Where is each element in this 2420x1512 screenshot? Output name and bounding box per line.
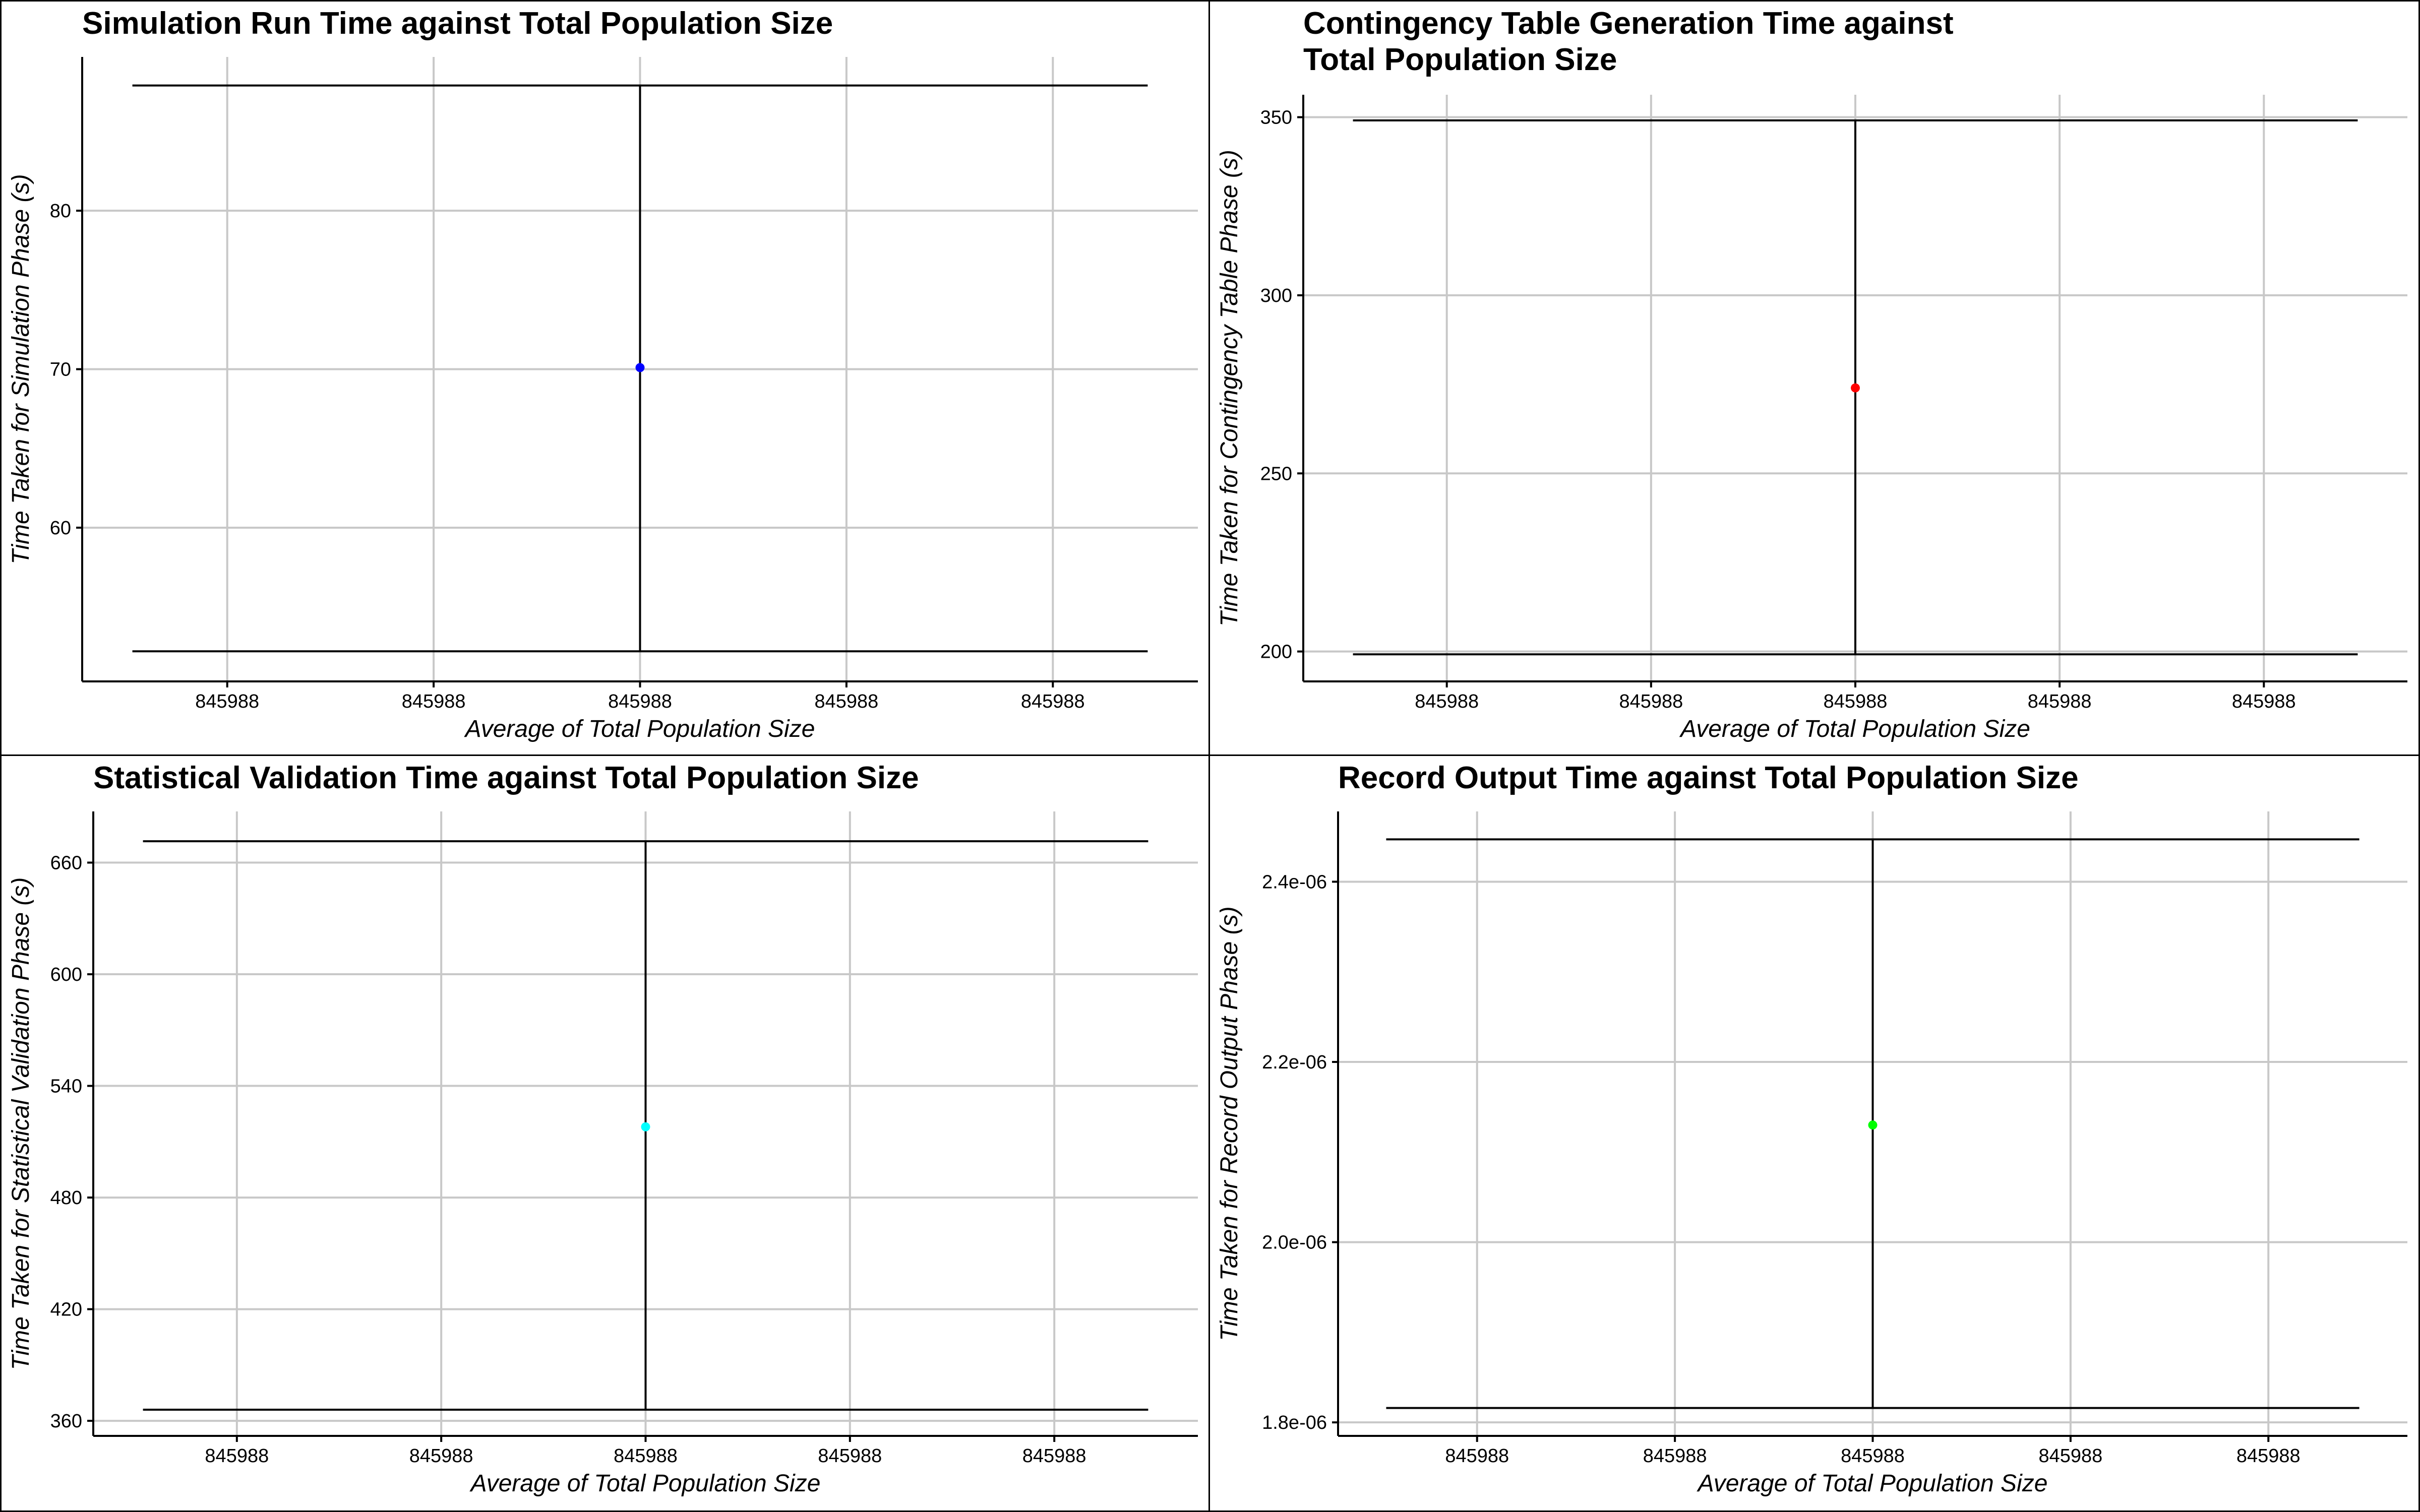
x-tick-label: 845988 — [608, 691, 672, 712]
x-tick-label: 845988 — [402, 691, 466, 712]
x-axis-title: Average of Total Population Size — [464, 716, 815, 742]
panel-statistical-validation: Statistical Validation Time against Tota… — [0, 754, 1210, 1512]
y-tick-label: 200 — [1260, 642, 1292, 663]
panel-record-output: Record Output Time against Total Populat… — [1208, 754, 2420, 1512]
panel-title: Statistical Validation Time against Tota… — [93, 761, 919, 795]
y-tick-label: 660 — [50, 853, 82, 874]
y-axis-title: Time Taken for Simulation Phase (s) — [8, 174, 34, 564]
y-tick-label: 70 — [50, 359, 71, 381]
x-tick-label: 845988 — [1643, 1445, 1707, 1467]
y-axis-title: Time Taken for Contingency Table Phase (… — [1216, 150, 1243, 626]
x-tick-label: 845988 — [2236, 1445, 2301, 1467]
data-point — [641, 1122, 650, 1131]
chart-svg: 200 250 300 350 845988 845988 845988 845988 8459… — [1216, 95, 2407, 742]
panel-title: Contingency Table Generation Time agains… — [1303, 6, 1954, 77]
x-tick-label: 845988 — [195, 691, 259, 712]
panel-contingency: Contingency Table Generation Time agains… — [1208, 0, 2420, 756]
x-tick-label: 845988 — [2028, 691, 2092, 712]
x-tick-label: 845988 — [409, 1445, 473, 1467]
y-tick-label: 300 — [1260, 285, 1292, 306]
x-axis-title: Average of Total Population Size — [469, 1470, 821, 1497]
chart-svg: 1.8e-06 2.0e-06 2.2e-06 2.4e-06 845988 845988… — [1216, 811, 2407, 1497]
x-tick-label: 845988 — [1022, 1445, 1086, 1467]
y-tick-label: 2.4e-06 — [1262, 871, 1327, 893]
x-tick-label: 845988 — [1841, 1445, 1905, 1467]
panel-title: Record Output Time against Total Populat… — [1338, 761, 2079, 795]
y-axis-title: Time Taken for Record Output Phase (s) — [1216, 906, 1243, 1341]
x-tick-label: 845988 — [1415, 691, 1479, 712]
y-tick-label: 80 — [50, 201, 71, 222]
y-tick-label: 540 — [50, 1076, 82, 1097]
x-tick-label: 845988 — [1824, 691, 1888, 712]
x-axis-title: Average of Total Population Size — [1697, 1470, 2048, 1497]
y-tick-label: 360 — [50, 1411, 82, 1432]
x-tick-label: 845988 — [2232, 691, 2296, 712]
y-tick-label: 350 — [1260, 107, 1292, 129]
data-point — [635, 363, 645, 372]
x-tick-label: 845988 — [814, 691, 878, 712]
x-tick-label: 845988 — [1445, 1445, 1509, 1467]
x-tick-label: 845988 — [1619, 691, 1683, 712]
y-tick-label: 420 — [50, 1299, 82, 1320]
y-axis-title: Time Taken for Statistical Validation Ph… — [8, 877, 34, 1370]
x-tick-label: 845988 — [2038, 1445, 2102, 1467]
chart-svg: 60 70 80 845988 845988 845988 845988 845988 Aver… — [8, 57, 1198, 742]
x-tick-label: 845988 — [205, 1445, 269, 1467]
y-tick-label: 2.2e-06 — [1262, 1052, 1327, 1073]
x-tick-label: 845988 — [1021, 691, 1085, 712]
chart-svg: 360 420 480 540 600 660 845988 845988 845988 8459… — [8, 811, 1198, 1497]
data-point — [1851, 383, 1860, 393]
y-tick-label: 2.0e-06 — [1262, 1232, 1327, 1253]
y-tick-label: 600 — [50, 964, 82, 985]
x-tick-label: 845988 — [818, 1445, 882, 1467]
panel-title: Simulation Run Time against Total Popula… — [82, 6, 833, 41]
x-axis-title: Average of Total Population Size — [1679, 716, 2030, 742]
y-tick-label: 60 — [50, 518, 71, 539]
x-tick-label: 845988 — [614, 1445, 678, 1467]
y-tick-label: 480 — [50, 1187, 82, 1209]
panel-simulation: Simulation Run Time against Total Popula… — [0, 0, 1210, 756]
data-point — [1868, 1120, 1878, 1130]
y-tick-label: 1.8e-06 — [1262, 1412, 1327, 1433]
y-tick-label: 250 — [1260, 463, 1292, 484]
